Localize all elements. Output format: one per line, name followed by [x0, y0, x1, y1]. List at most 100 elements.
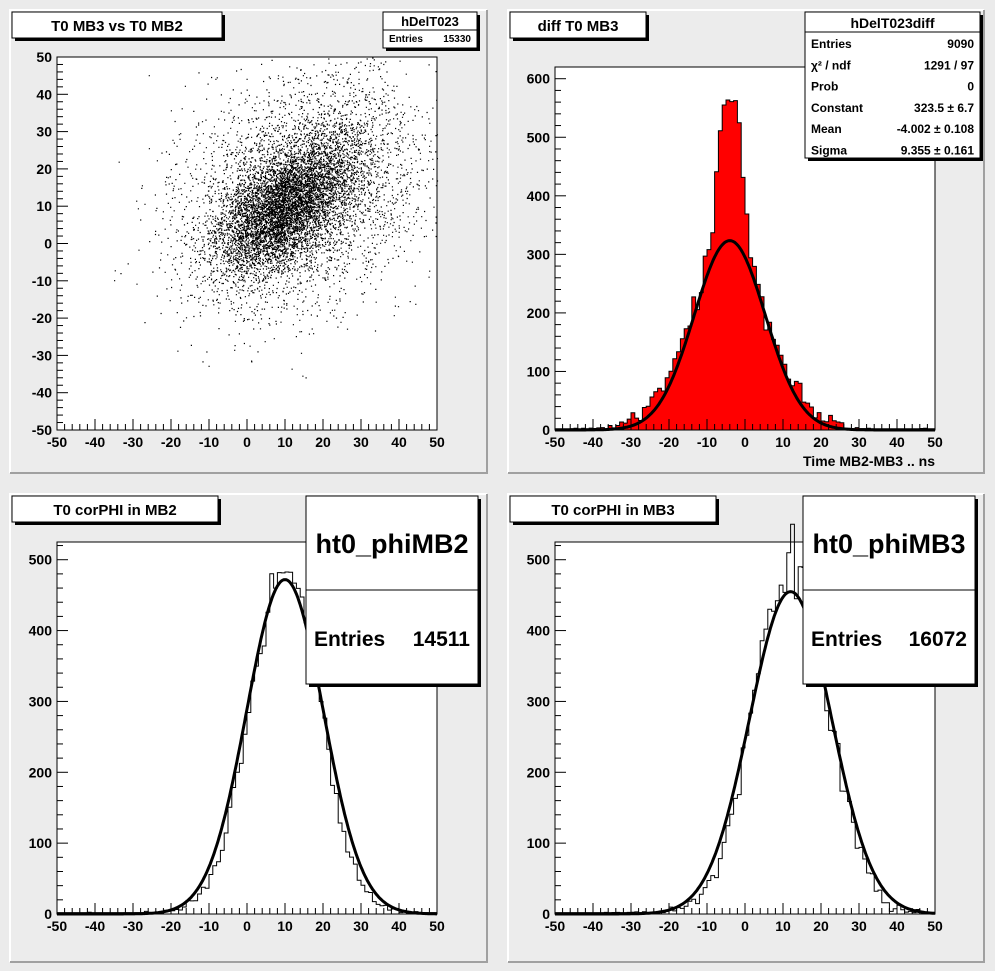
pad-shadow [508, 10, 985, 474]
title-box [11, 495, 219, 523]
x-tick-label: 50 [429, 434, 445, 450]
x-tick-label: 40 [889, 434, 905, 450]
y-tick-label: 0 [542, 422, 550, 438]
y-tick-label: 0 [44, 236, 52, 252]
stats-label: Mean [811, 122, 842, 136]
stats-label: Entries [811, 628, 882, 651]
scatter-points [114, 57, 439, 379]
stats-label: Entries [314, 628, 385, 651]
x-tick-label: -40 [85, 918, 105, 934]
x-tick-label: 20 [813, 918, 829, 934]
x-tick-label: 0 [741, 434, 749, 450]
chart-panel-1: -50 -40 -30 -20 -10 0 10 20 30 40 50 -50 -40 -30 -20 -1… [9, 9, 488, 474]
stats-label: χ² / ndf [811, 58, 852, 72]
x-tick-label: 30 [851, 434, 867, 450]
panel-title: diff T0 MB3 [538, 18, 619, 35]
x-tick-label: -20 [161, 918, 181, 934]
stats-value: 323.5 ± 6.7 [914, 101, 974, 115]
stats-value: 1291 / 97 [924, 58, 974, 72]
title-box [509, 495, 717, 523]
x-tick-label: -40 [583, 918, 603, 934]
x-tick-label: 50 [927, 434, 943, 450]
y-tick-label: 600 [527, 71, 551, 87]
y-tick-label: 300 [527, 246, 551, 262]
x-tick-label: 40 [391, 918, 407, 934]
x-tick-label: 20 [315, 918, 331, 934]
pad-shadow [10, 494, 488, 963]
y-tick-label: 0 [542, 906, 550, 922]
pad-highlight [507, 493, 984, 962]
x-tick-label: 0 [243, 918, 251, 934]
y-tick-label: 400 [527, 188, 551, 204]
y-tick-label: 100 [527, 835, 551, 851]
stats-content: hDelT023 Entries 15330 [383, 14, 477, 45]
stats-name: hDelT023diff [850, 15, 934, 31]
title-box [11, 11, 223, 39]
x-tick-label: 0 [741, 918, 749, 934]
x-tick-label: 10 [775, 434, 791, 450]
y-tick-label: 300 [527, 693, 551, 709]
x-tick-label: 30 [353, 918, 369, 934]
pad-highlight [9, 9, 487, 473]
stats-value: 16072 [909, 628, 967, 651]
data-layer [114, 57, 439, 379]
stats-label: Constant [811, 101, 863, 115]
x-tick-label: 30 [353, 434, 369, 450]
x-tick-label: 30 [851, 918, 867, 934]
x-tick-label: 20 [315, 434, 331, 450]
title-box [509, 11, 647, 39]
y-tick-label: 500 [527, 552, 551, 568]
x-tick-label: -40 [583, 434, 603, 450]
x-tick-label: -10 [199, 434, 219, 450]
stats-label: Sigma [811, 143, 847, 157]
stats-content: hDelT023diff Entries 9090 χ² / ndf 1291 / 97… [805, 15, 980, 157]
y-tick-label: 200 [527, 764, 551, 780]
stats-value: 9.355 ± 0.161 [901, 143, 975, 157]
y-tick-label: -40 [32, 385, 52, 401]
panel-title: T0 corPHI in MB3 [551, 502, 674, 519]
y-tick-label: 400 [527, 623, 551, 639]
stats-content: ht0_phiMB3 Entries 16072 [803, 529, 975, 651]
chart-panel-3: -50 -40 -30 -20 -10 0 10 20 30 40 5001002003004005… [9, 493, 488, 963]
x-tick-label: -10 [697, 918, 717, 934]
y-tick-label: 10 [36, 198, 52, 214]
x-tick-label: 10 [277, 918, 293, 934]
pad-highlight [507, 9, 984, 473]
pad-highlight [9, 493, 487, 962]
stats-value: 0 [967, 80, 974, 94]
x-tick-label: -50 [47, 434, 67, 450]
stats-box [804, 11, 981, 159]
y-tick-label: 500 [29, 552, 53, 568]
chart-panel-4: -50 -40 -30 -20 -10 0 10 20 30 40 5001002003004005… [507, 493, 985, 963]
stats-name: hDelT023 [401, 14, 459, 29]
x-tick-label: -30 [621, 434, 641, 450]
stats-label: Prob [811, 80, 838, 94]
x-tick-label: -50 [545, 434, 565, 450]
y-tick-label: 200 [527, 305, 551, 321]
stats-value: -4.002 ± 0.108 [897, 122, 975, 136]
x-tick-label: -20 [161, 434, 181, 450]
x-tick-label: -20 [659, 434, 679, 450]
x-tick-label: -40 [85, 434, 105, 450]
x-tick-label: 40 [391, 434, 407, 450]
y-tick-label: 100 [29, 835, 53, 851]
y-tick-label: 30 [36, 124, 52, 140]
y-tick-label: -50 [32, 422, 52, 438]
y-tick-label: 40 [36, 86, 52, 102]
x-tick-label: 10 [277, 434, 293, 450]
x-tick-label: -30 [123, 918, 143, 934]
y-tick-label: 100 [527, 363, 551, 379]
y-tick-label: 50 [36, 49, 52, 65]
y-tick-label: -20 [32, 310, 52, 326]
x-tick-label: -30 [123, 434, 143, 450]
y-tick-label: -10 [32, 273, 52, 289]
x-tick-label: -30 [621, 918, 641, 934]
y-tick-label: 500 [527, 129, 551, 145]
y-tick-label: 200 [29, 764, 53, 780]
panel-title: T0 MB3 vs T0 MB2 [51, 18, 183, 35]
y-tick-label: 20 [36, 161, 52, 177]
x-axis-label: Time MB2-MB3 .. ns [803, 453, 935, 469]
x-tick-label: 10 [775, 918, 791, 934]
stats-name: ht0_phiMB3 [812, 529, 965, 559]
